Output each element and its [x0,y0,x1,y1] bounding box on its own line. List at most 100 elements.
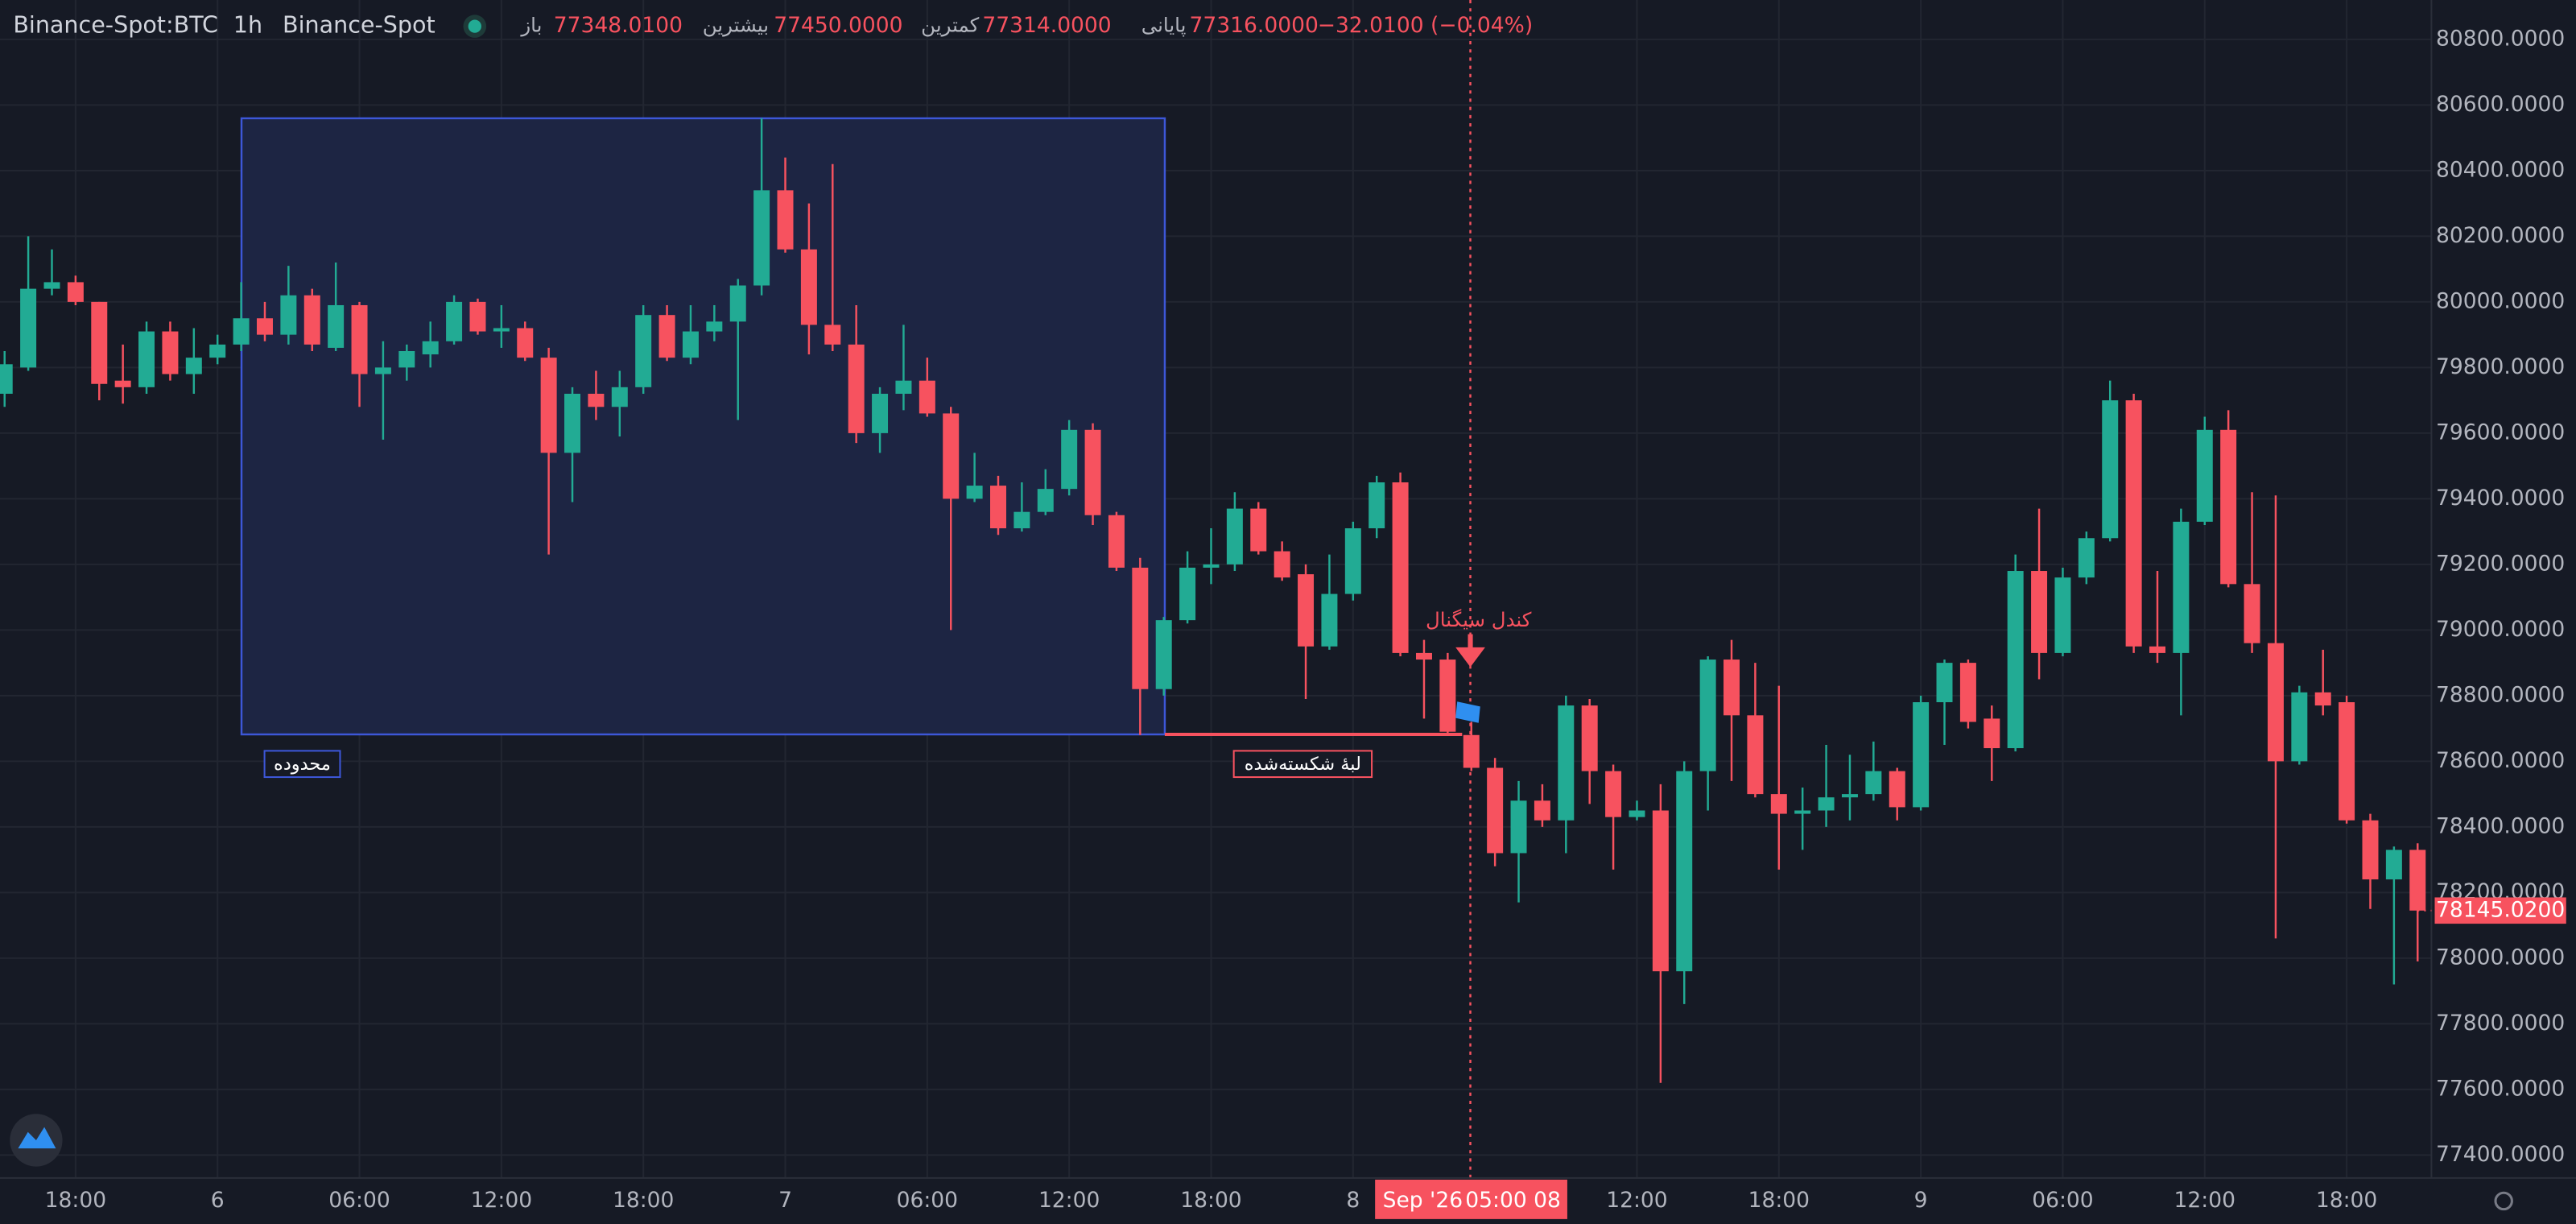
y-tick-label: 78400.0000 [2436,813,2565,838]
candle-body [162,331,179,374]
y-tick-label: 80400.0000 [2436,157,2565,182]
exchange[interactable]: Binance-Spot [283,11,436,39]
y-tick-label: 78800.0000 [2436,682,2565,707]
candle-body [114,380,131,387]
candle-body [1865,771,1882,795]
y-tick-label: 79400.0000 [2436,486,2565,511]
candle-body [2339,702,2355,821]
candle-body [328,304,345,348]
candle-body [374,367,391,374]
high-value: 77450.0000 [774,13,902,38]
candle-body [729,285,746,322]
x-tick-label: 8 [1346,1188,1360,1213]
candle-body [1321,593,1338,647]
candle-body [1108,515,1125,568]
candle-body [1534,800,1550,821]
x-tick-label: 12:00 [1606,1188,1667,1213]
candle-body [1629,810,1645,817]
close-label: پایانی [1141,14,1187,37]
candle-body [1368,482,1385,529]
candle-body [1959,663,1976,722]
x-tick-label: 18:00 [613,1188,674,1213]
candle-body [682,331,699,358]
x-tick-label: 18:00 [1748,1188,1810,1213]
candle-body [1984,718,2000,749]
x-tick-label: 06:00 [2032,1188,2093,1213]
candle-body [658,315,675,358]
candle-body [2149,646,2165,653]
y-tick-label: 80000.0000 [2436,288,2565,313]
last-price-label: 78145.0200 [2436,897,2565,922]
candle-body [446,301,463,341]
status-dot [468,19,481,33]
x-tick-label: 06:00 [897,1188,958,1213]
candle-body [990,486,1006,529]
candle-body [777,190,794,250]
candle-body [2385,850,2402,880]
candle-body [351,304,368,374]
candle-body [1794,810,1811,814]
candle-body [1581,705,1598,771]
x-tick-label: 18:00 [2316,1188,2377,1213]
candle-body [1913,702,1930,808]
candle-body [2314,692,2331,706]
candle-body [1155,620,1172,689]
y-tick-label: 80200.0000 [2436,223,2565,248]
candle-body [1084,429,1101,515]
broken-edge-label-box [1232,750,1373,779]
settings-icon[interactable] [2494,1191,2513,1211]
candle-body [1013,511,1030,529]
high-label: بیشترین [703,14,769,37]
candle-body [1770,794,1787,814]
candle-body [67,282,84,302]
x-tick-label: 12:00 [1038,1188,1100,1213]
candle-body [588,393,605,407]
signal-arrow-head [1455,647,1485,668]
candle-body [1392,482,1409,653]
candle-body [1179,567,1196,621]
range-label: محدوده [274,754,331,775]
candle-body [1132,567,1149,689]
candle-body [185,358,202,374]
candle-body [1415,652,1432,660]
change-value: −32.0100 (−0.04%) [1318,13,1533,38]
signal-marker [1455,701,1480,723]
x-tick-label: 18:00 [1180,1188,1241,1213]
candle-body [2173,521,2190,653]
candle-body [2196,429,2213,522]
candle-body [1605,771,1622,817]
interval[interactable]: 1h [233,11,262,39]
candle-body [1699,660,1716,771]
x-tick-label: 12:00 [2174,1188,2235,1213]
candle-body [564,393,581,453]
candle-body [2409,850,2426,911]
y-tick-label: 77800.0000 [2436,1011,2565,1036]
x-tick-label: 12:00 [471,1188,532,1213]
candle-body [1439,660,1456,732]
candle-body [280,295,297,335]
candle-body [2220,429,2237,585]
y-tick-label: 79800.0000 [2436,354,2565,379]
candle-body [919,380,935,414]
candle-body [611,387,628,407]
candle-body [1250,508,1267,552]
y-tick-label: 80600.0000 [2436,92,2565,117]
candle-body [1510,800,1527,854]
candle-body [1274,551,1290,578]
symbol[interactable]: Binance-Spot:BTC [13,11,218,39]
candle-body [1344,528,1361,594]
y-tick-label: 79000.0000 [2436,617,2565,642]
low-label: کمترین [921,14,979,37]
candle-body [800,249,817,325]
candle-body [1818,797,1835,811]
candle-body [966,486,983,499]
candle-body [1037,489,1054,512]
range-box[interactable] [240,117,1166,736]
x-tick-label: 6 [211,1188,225,1213]
candle-body [256,318,273,335]
broken-edge-label: لبهٔ شکسته‌شده [1245,754,1361,775]
candle-body [469,301,486,332]
crosshair-time: 05:00 08 [1465,1188,1561,1213]
candle-body [138,331,155,387]
candle-body [1676,771,1693,972]
